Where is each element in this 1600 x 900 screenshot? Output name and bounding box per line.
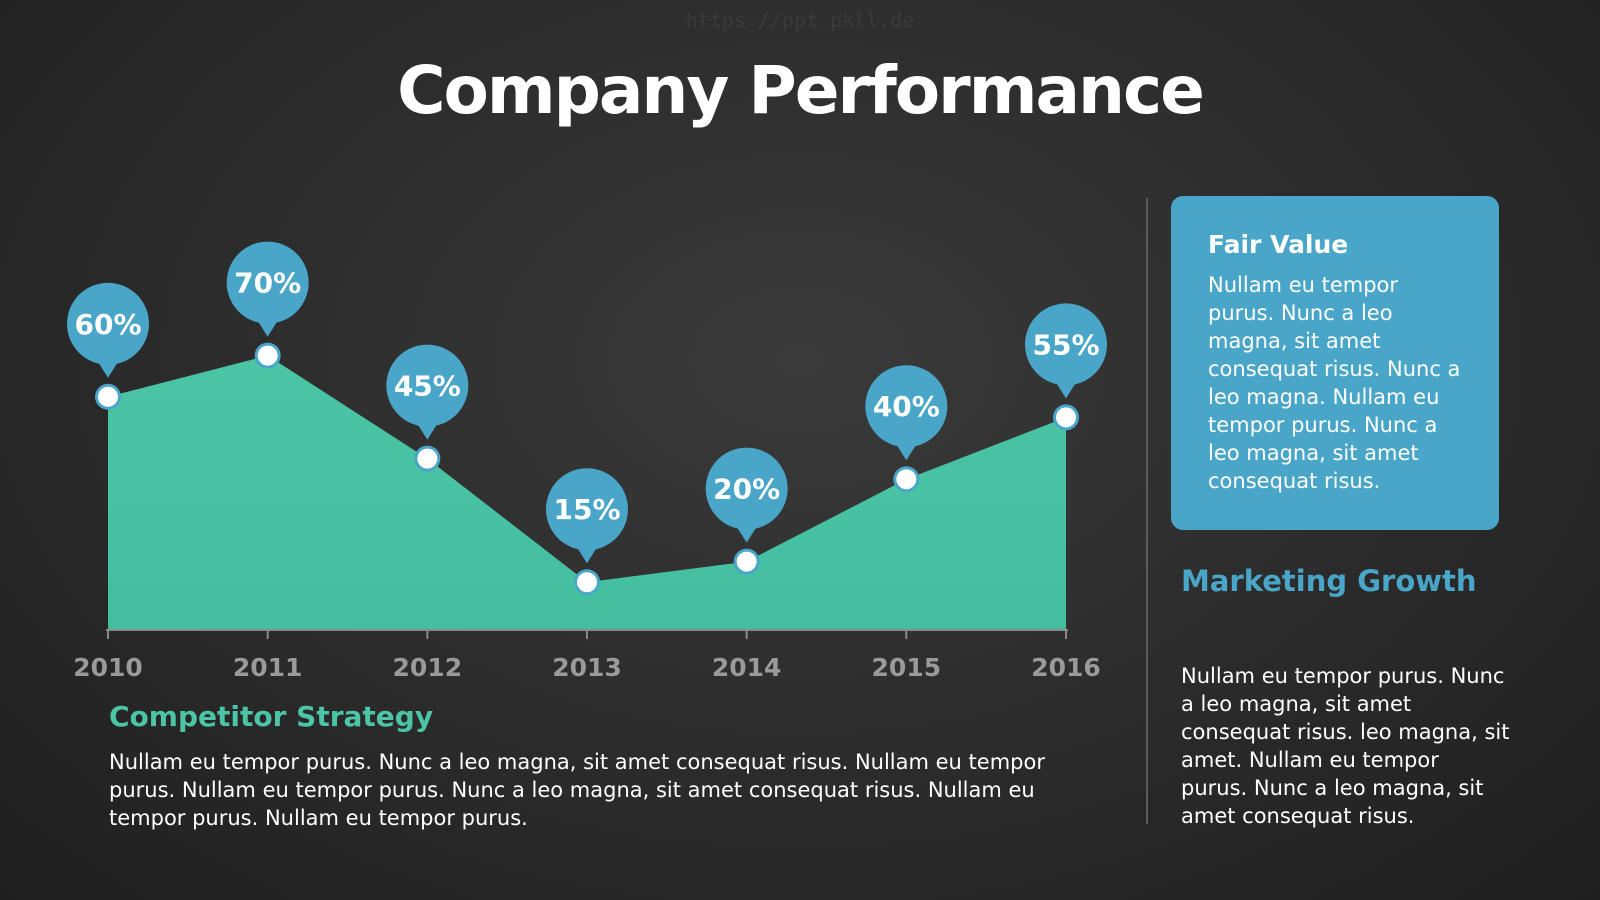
watermark: https://ppt.pkll.de — [685, 8, 915, 32]
data-pin — [1025, 303, 1107, 386]
data-point — [896, 469, 917, 490]
x-tick-label: 2011 — [233, 653, 303, 682]
marketing-growth-text: Nullam eu tempor purus. Nunc a leo magna… — [1181, 664, 1510, 828]
data-pin — [386, 344, 469, 427]
marketing-growth-title: Marketing Growth — [1181, 564, 1477, 598]
data-point — [98, 386, 118, 407]
data-point — [736, 551, 757, 572]
area-fill — [108, 355, 1066, 630]
data-pin — [226, 241, 309, 324]
data-label: 20% — [713, 473, 780, 506]
data-point — [257, 345, 278, 366]
data-label: 55% — [1032, 328, 1099, 361]
competitor-strategy-title: Competitor Strategy — [109, 700, 434, 733]
competitor-strategy-text: Nullam eu tempor purus. Nunc a leo magna… — [109, 750, 1045, 830]
vertical-divider — [1146, 198, 1148, 824]
data-label: 60% — [74, 308, 141, 341]
data-pin — [546, 468, 628, 551]
x-tick-label: 2014 — [712, 653, 782, 682]
x-tick-label: 2016 — [1031, 653, 1101, 682]
x-tick-label: 2015 — [872, 653, 942, 682]
data-point — [577, 572, 597, 593]
data-pin — [865, 365, 948, 448]
area-chart: 2010 2011 2012 2013 2014 2015 2016 60% 70% 45% 15%… — [67, 241, 1107, 682]
data-point — [1056, 407, 1076, 428]
x-tick-label: 2013 — [552, 653, 622, 682]
fair-value-text: Nullam eu tempor purus. Nunc a leo magna… — [1208, 273, 1461, 493]
data-label: 70% — [234, 267, 301, 300]
data-point — [417, 448, 438, 469]
fair-value-title: Fair Value — [1208, 230, 1349, 259]
data-label: 40% — [873, 390, 940, 423]
data-pin — [705, 447, 788, 530]
x-tick-label: 2010 — [73, 653, 143, 682]
fair-value-card: Fair Value Nullam eu tempor purus. Nunc … — [1171, 196, 1499, 530]
data-label: 45% — [394, 370, 461, 403]
data-label: 15% — [553, 493, 620, 526]
slide-title: Company Performance — [397, 52, 1205, 129]
data-pin — [67, 282, 149, 365]
x-tick-label: 2012 — [393, 653, 463, 682]
